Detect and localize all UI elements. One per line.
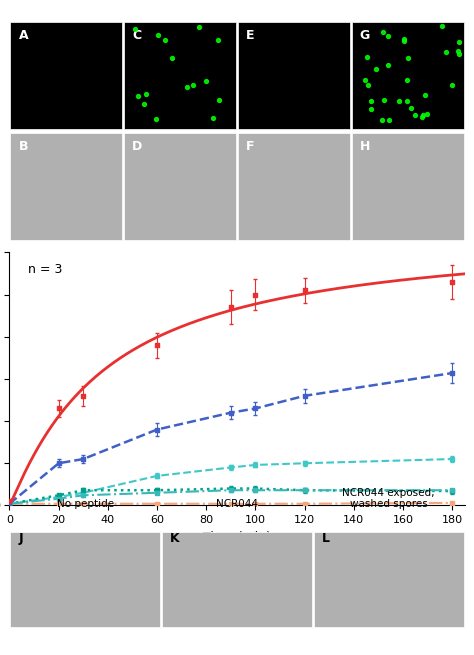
- Text: L: L: [322, 532, 330, 545]
- Point: [55, 490, 63, 500]
- Point: [448, 454, 456, 464]
- Point: [55, 498, 63, 509]
- Point: [227, 498, 235, 509]
- Point: [301, 390, 309, 401]
- Point: [301, 498, 309, 509]
- Point: [6, 498, 13, 509]
- FancyBboxPatch shape: [124, 133, 236, 240]
- Point: [80, 490, 87, 500]
- Point: [227, 407, 235, 418]
- FancyBboxPatch shape: [314, 532, 464, 627]
- Text: B: B: [18, 140, 28, 153]
- Text: n = 3: n = 3: [27, 263, 62, 276]
- Point: [80, 485, 87, 495]
- Point: [227, 485, 235, 495]
- Point: [6, 496, 13, 506]
- Text: NCR044 exposed,
washed spores: NCR044 exposed, washed spores: [342, 487, 435, 509]
- Text: G: G: [360, 29, 370, 41]
- Point: [80, 487, 87, 498]
- Point: [252, 460, 259, 470]
- FancyBboxPatch shape: [238, 22, 350, 129]
- Text: E: E: [246, 29, 255, 41]
- Point: [80, 390, 87, 401]
- Point: [55, 458, 63, 468]
- Point: [153, 485, 161, 495]
- Point: [55, 492, 63, 502]
- FancyBboxPatch shape: [352, 22, 464, 129]
- Point: [448, 485, 456, 495]
- Point: [301, 485, 309, 495]
- Text: A: A: [18, 29, 28, 41]
- FancyBboxPatch shape: [238, 133, 350, 240]
- Point: [80, 498, 87, 509]
- Text: C: C: [132, 29, 141, 41]
- Point: [301, 458, 309, 468]
- Point: [448, 368, 456, 379]
- Point: [153, 498, 161, 509]
- Point: [227, 462, 235, 473]
- Point: [6, 498, 13, 509]
- Point: [153, 424, 161, 435]
- Point: [252, 403, 259, 414]
- FancyBboxPatch shape: [352, 133, 464, 240]
- FancyBboxPatch shape: [10, 133, 122, 240]
- Point: [301, 285, 309, 295]
- Point: [227, 302, 235, 312]
- Point: [252, 483, 259, 494]
- Point: [448, 277, 456, 288]
- FancyBboxPatch shape: [124, 22, 236, 129]
- Point: [55, 493, 63, 504]
- FancyBboxPatch shape: [10, 532, 160, 627]
- Point: [252, 290, 259, 300]
- FancyBboxPatch shape: [162, 532, 312, 627]
- Text: F: F: [246, 140, 255, 153]
- Point: [227, 483, 235, 494]
- Text: NCR044: NCR044: [216, 499, 258, 509]
- Text: H: H: [360, 140, 370, 153]
- Point: [6, 498, 13, 509]
- Point: [252, 485, 259, 495]
- Point: [153, 471, 161, 481]
- Point: [153, 340, 161, 350]
- Text: D: D: [132, 140, 143, 153]
- Point: [448, 498, 456, 508]
- Text: K: K: [170, 532, 180, 545]
- FancyBboxPatch shape: [10, 22, 122, 129]
- Point: [80, 454, 87, 464]
- Point: [6, 498, 13, 509]
- Point: [6, 498, 13, 509]
- Point: [252, 498, 259, 509]
- X-axis label: Time (min): Time (min): [203, 531, 271, 544]
- Point: [55, 403, 63, 414]
- Text: J: J: [18, 532, 23, 545]
- Point: [301, 485, 309, 495]
- Text: No peptide: No peptide: [57, 499, 114, 509]
- Point: [153, 487, 161, 498]
- Point: [448, 486, 456, 496]
